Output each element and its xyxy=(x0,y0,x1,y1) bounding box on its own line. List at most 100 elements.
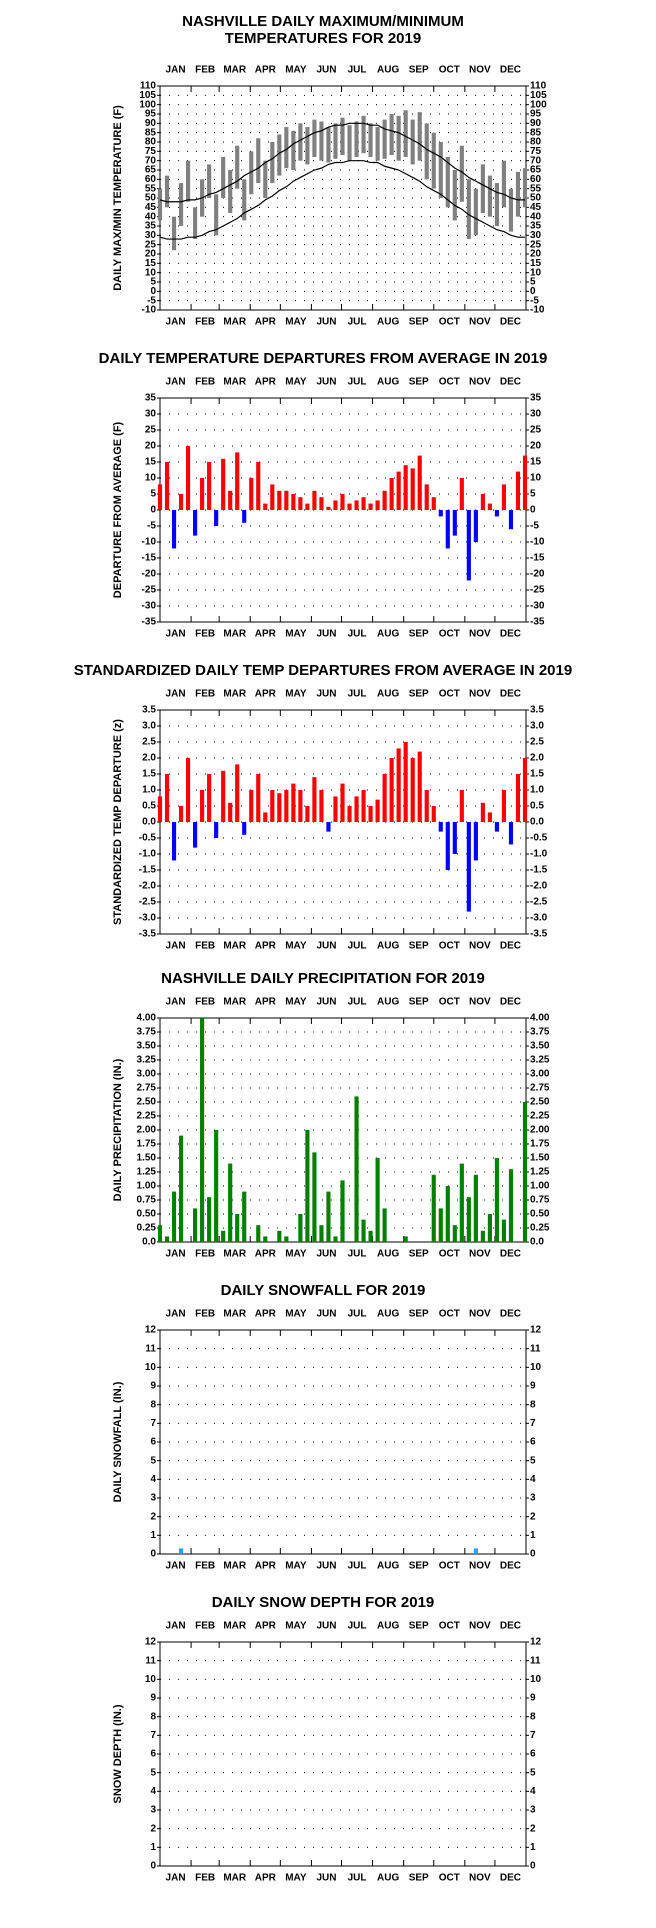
month-label: NOV xyxy=(469,997,491,1008)
y-tick-label: 4.00 xyxy=(137,1013,157,1024)
month-label-bottom: SEP xyxy=(409,1561,429,1572)
month-label: MAR xyxy=(223,377,247,388)
bar xyxy=(171,1191,177,1242)
month-label-bottom: OCT xyxy=(439,1249,460,1260)
y-tick-label-right: 0 xyxy=(530,505,536,516)
bar xyxy=(157,1225,163,1242)
month-label-bottom: MAR xyxy=(223,629,247,640)
bar xyxy=(157,796,163,822)
y-tick-label-right: 35 xyxy=(530,393,542,404)
y-tick-label: 45 xyxy=(145,202,157,213)
month-label-bottom: JUL xyxy=(348,1873,367,1884)
y-tick-label: 55 xyxy=(145,183,157,194)
bar xyxy=(298,1214,303,1242)
month-label-bottom: AUG xyxy=(377,317,399,328)
month-label: APR xyxy=(255,997,277,1008)
y-tick-label: 0.75 xyxy=(137,1195,157,1206)
chart-title: NASHVILLE DAILY PRECIPITATION FOR 2019 xyxy=(161,970,485,987)
y-tick-label-right: 5 xyxy=(530,1767,536,1778)
temp-range-bar xyxy=(480,164,485,213)
bar xyxy=(298,790,303,822)
temp-range-bar xyxy=(186,160,191,202)
bar xyxy=(298,497,303,510)
month-label: JUL xyxy=(348,1621,367,1632)
month-label: AUG xyxy=(377,997,399,1008)
month-label: APR xyxy=(255,1621,277,1632)
y-tick-label-right: -5 xyxy=(530,295,539,306)
y-tick-label: -1.5 xyxy=(139,865,157,876)
month-label-bottom: MAR xyxy=(223,1561,247,1572)
month-label-bottom: MAY xyxy=(285,317,307,328)
bar xyxy=(389,478,394,510)
month-label: AUG xyxy=(377,689,399,700)
y-tick-label-right: 3.25 xyxy=(530,1055,550,1066)
month-label: FEB xyxy=(195,377,215,388)
month-label-bottom: DEC xyxy=(500,941,521,952)
temp-range-bar xyxy=(242,179,247,221)
temp-range-bar xyxy=(157,188,163,221)
month-label-bottom: AUG xyxy=(377,1249,399,1260)
month-label: OCT xyxy=(439,689,460,700)
bar xyxy=(487,812,492,822)
bar xyxy=(431,1174,436,1242)
bar xyxy=(193,510,198,536)
bar xyxy=(375,500,380,510)
bar xyxy=(515,774,521,822)
month-label: NOV xyxy=(469,1621,491,1632)
y-tick-label: 65 xyxy=(145,165,157,176)
y-tick-label-right: 2.00 xyxy=(530,1125,550,1136)
bar xyxy=(164,462,170,510)
bar xyxy=(522,455,528,510)
month-label: JUL xyxy=(348,997,367,1008)
month-label-bottom: JAN xyxy=(166,629,186,640)
month-label: JUL xyxy=(348,1309,367,1320)
y-tick-label-right: 4.00 xyxy=(530,1013,550,1024)
temp-range-bar xyxy=(270,142,275,184)
y-axis-label: SNOW DEPTH (IN.) xyxy=(112,1704,124,1803)
y-tick-label-right: 0 xyxy=(530,1861,536,1872)
bar xyxy=(284,1236,289,1242)
y-tick-label-right: 80 xyxy=(530,137,542,148)
month-label-bottom: JAN xyxy=(166,941,186,952)
y-tick-label: 5 xyxy=(150,277,156,288)
bar xyxy=(235,1214,240,1242)
month-label: FEB xyxy=(195,1621,215,1632)
month-label: AUG xyxy=(377,1621,399,1632)
month-label-bottom: APR xyxy=(255,1873,277,1884)
y-tick-label-right: -35 xyxy=(530,617,545,628)
month-label-bottom: SEP xyxy=(409,1873,429,1884)
y-tick-label: 0.0 xyxy=(142,1237,156,1248)
bar xyxy=(368,503,373,510)
month-label-bottom: DEC xyxy=(500,317,521,328)
y-tick-label-right: 30 xyxy=(530,409,542,420)
bar xyxy=(361,1219,366,1242)
bar xyxy=(354,796,359,822)
bar xyxy=(508,822,514,845)
month-label: MAR xyxy=(223,65,247,76)
y-tick-label-right: 5 xyxy=(530,277,536,288)
y-tick-label: 1.50 xyxy=(137,1153,157,1164)
month-label: OCT xyxy=(439,377,460,388)
y-tick-label-right: 1 xyxy=(530,1842,536,1853)
y-tick-label: 80 xyxy=(145,137,157,148)
temp-range-bar xyxy=(424,123,429,180)
bar xyxy=(214,1130,219,1242)
month-label: SEP xyxy=(409,377,429,388)
month-label: OCT xyxy=(439,997,460,1008)
bar xyxy=(326,1191,331,1242)
y-tick-label: 35 xyxy=(145,221,157,232)
temp-range-bar xyxy=(361,115,366,154)
bar xyxy=(466,822,471,912)
bar xyxy=(382,774,387,822)
month-label: JUL xyxy=(348,689,367,700)
temp-range-bar xyxy=(494,183,499,226)
y-tick-label-right: 30 xyxy=(530,230,542,241)
temp-range-bar xyxy=(417,112,422,161)
y-tick-label: 4 xyxy=(150,1474,156,1485)
bar xyxy=(403,742,408,822)
bar xyxy=(207,462,212,510)
y-tick-label: 0.0 xyxy=(142,817,156,828)
bar xyxy=(270,484,275,510)
y-tick-label: 3 xyxy=(150,1493,156,1504)
y-tick-label: -20 xyxy=(142,569,157,580)
